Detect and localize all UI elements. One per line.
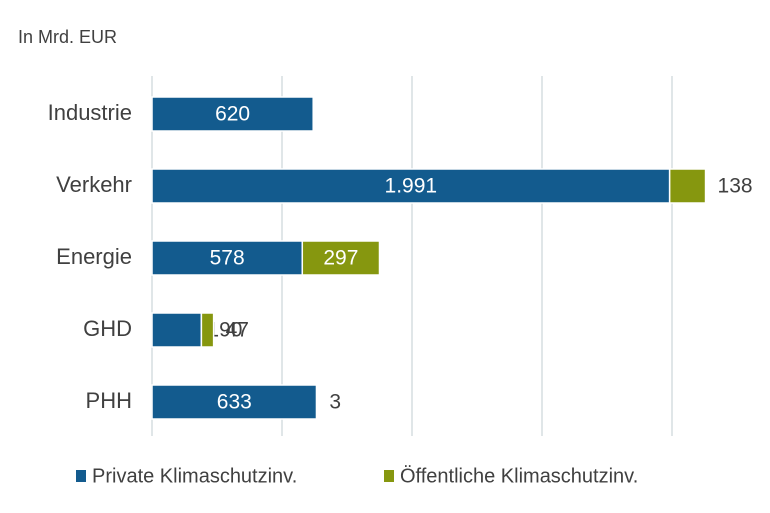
y-tick-label: Verkehr bbox=[56, 172, 132, 197]
value-label: 190 bbox=[207, 319, 242, 342]
value-label: 138 bbox=[718, 175, 753, 198]
bar-segment bbox=[668, 168, 707, 204]
bar-segment bbox=[301, 240, 381, 276]
unit-label: In Mrd. EUR bbox=[18, 27, 117, 47]
value-label: 578 bbox=[210, 247, 245, 270]
legend-swatch bbox=[384, 470, 394, 482]
bar-segment bbox=[151, 384, 318, 420]
bar-segment bbox=[200, 312, 215, 348]
legend-label: Öffentliche Klimaschutzinv. bbox=[400, 465, 638, 487]
bar-segment bbox=[151, 312, 203, 348]
value-label: 47 bbox=[226, 319, 249, 342]
bar-segment bbox=[151, 240, 304, 276]
legend-label: Private Klimaschutzinv. bbox=[92, 465, 297, 487]
y-tick-label: PHH bbox=[86, 388, 132, 413]
value-label: 297 bbox=[323, 247, 358, 270]
value-label: 633 bbox=[217, 391, 252, 414]
y-tick-label: GHD bbox=[83, 316, 132, 341]
value-label: 620 bbox=[215, 103, 250, 126]
y-tick-label: Energie bbox=[56, 244, 132, 269]
value-label: 3 bbox=[329, 391, 341, 414]
bar-segment bbox=[315, 384, 319, 420]
bar-segment bbox=[151, 96, 314, 132]
bar-segment bbox=[151, 168, 671, 204]
legend-swatch bbox=[76, 470, 86, 482]
y-tick-label: Industrie bbox=[48, 100, 132, 125]
value-label: 1.991 bbox=[385, 175, 438, 198]
